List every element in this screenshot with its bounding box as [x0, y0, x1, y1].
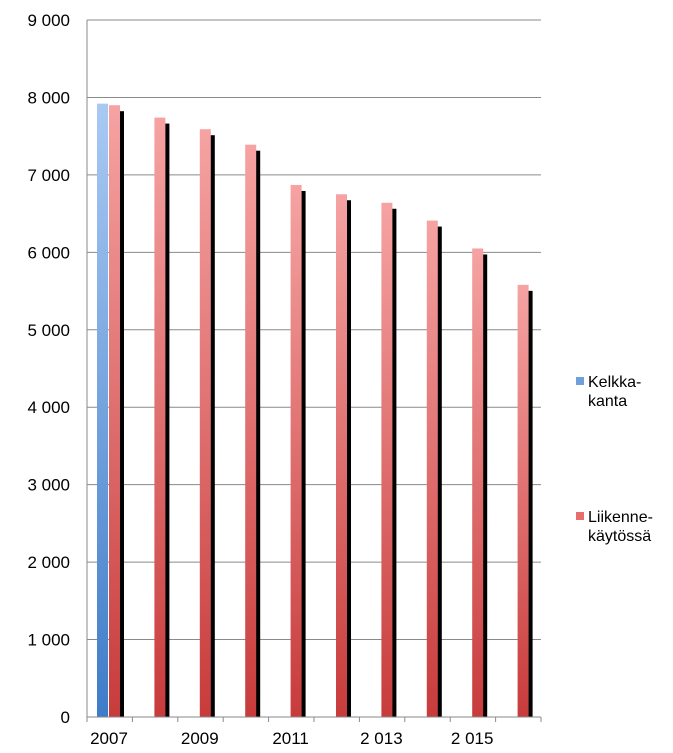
- x-tick-label: 2 015: [451, 729, 494, 748]
- x-tick-label: 2007: [90, 729, 128, 748]
- x-tick-label: 2011: [272, 729, 309, 748]
- bar-liikennekaytossa: [336, 194, 347, 717]
- bar-kelkkakanta: [97, 103, 108, 717]
- y-tick-label: 3 000: [27, 476, 70, 495]
- x-tick-label: 2009: [181, 729, 219, 748]
- legend-swatch-red: [576, 512, 584, 520]
- y-tick-label: 4 000: [27, 398, 70, 417]
- bar-liikennekaytossa: [517, 284, 529, 717]
- legend-label: Kelkka- kanta: [588, 374, 642, 410]
- y-tick-label: 5 000: [27, 321, 70, 340]
- y-tick-label: 8 000: [27, 88, 70, 107]
- y-tick-label: 1 000: [27, 631, 70, 650]
- legend-label: Liikenne- käytössä: [588, 509, 653, 545]
- bar-liikennekaytossa: [245, 144, 257, 718]
- bar-liikennekaytossa: [109, 105, 120, 717]
- y-tick-label: 0: [61, 708, 70, 727]
- x-tick-labels: 2007 2009 2011 2 013 2 015: [90, 729, 493, 748]
- y-tick-label: 9 000: [27, 11, 70, 30]
- y-tick-labels: 0 1 000 2 000 3 000 4 000 5 000 6 000 7 000 8 00…: [27, 11, 70, 727]
- bar-liikennekaytossa: [199, 129, 211, 718]
- bar-liikennekaytossa: [290, 184, 302, 717]
- x-tick-label: 2 013: [360, 729, 403, 748]
- y-tick-label: 2 000: [27, 553, 70, 572]
- bar-liikennekaytossa: [426, 220, 438, 717]
- y-tick-label: 7 000: [27, 166, 70, 185]
- bar-liikennekaytossa: [381, 202, 393, 717]
- bar-liikennekaytossa: [472, 248, 484, 717]
- y-tick-label: 6 000: [27, 243, 70, 262]
- axes: [86, 20, 542, 722]
- bars: [97, 103, 533, 718]
- bar-liikennekaytossa: [154, 117, 166, 717]
- legend-swatch-blue: [576, 377, 584, 385]
